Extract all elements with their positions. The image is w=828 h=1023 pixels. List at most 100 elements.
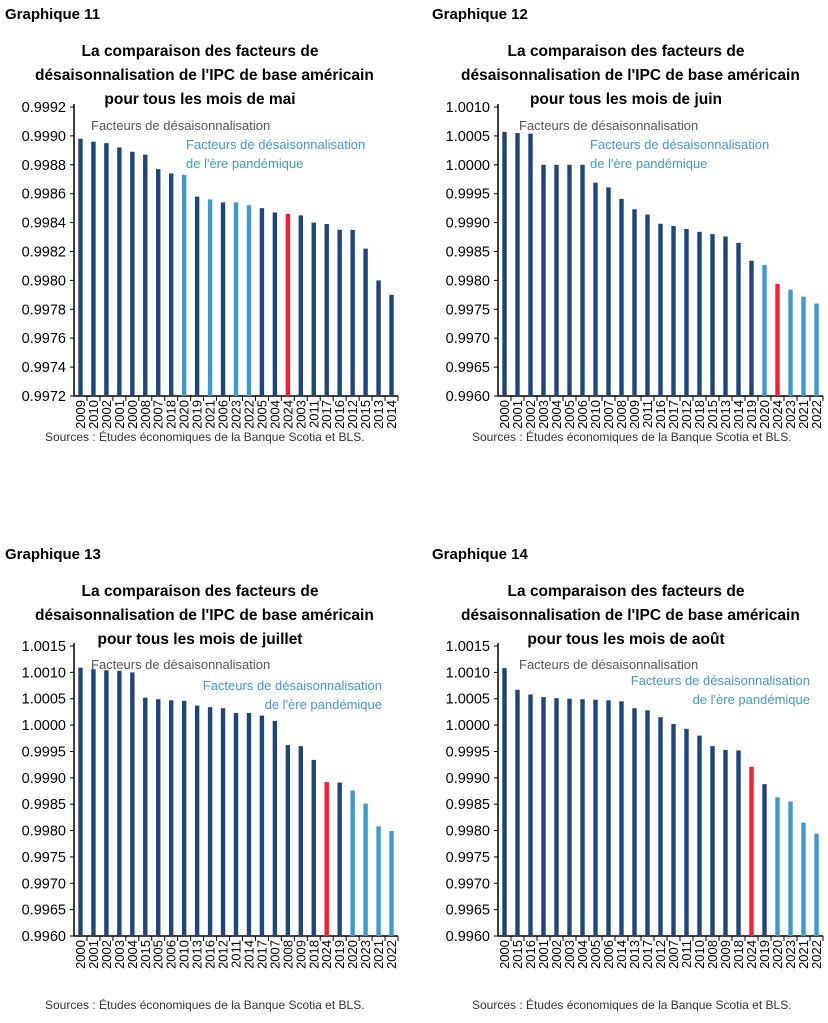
bar-2005 — [593, 699, 598, 936]
x-tick-label: 2012 — [216, 940, 231, 969]
y-tick-label: 1.0005 — [446, 129, 490, 145]
x-tick-label: 2009 — [718, 940, 733, 969]
bar-2013 — [723, 236, 728, 396]
bar-2006 — [606, 700, 611, 936]
bar-2013 — [194, 705, 200, 936]
chart-12-title-line: pour tous les mois de juin — [529, 91, 723, 108]
x-tick-label: 2004 — [267, 400, 282, 429]
x-tick-label: 2002 — [99, 400, 114, 429]
x-tick-label: 2020 — [345, 940, 360, 969]
chart-12-source: Sources : Études économiques de la Banqu… — [472, 430, 792, 444]
bar-2021 — [376, 826, 381, 936]
x-tick-label: 2004 — [125, 940, 140, 969]
y-tick-label: 1.0005 — [446, 692, 490, 708]
y-tick-label: 0.9982 — [22, 245, 66, 261]
chart-12-legend-pandemic: Facteurs de désaisonnalisation de l'ère … — [590, 135, 769, 173]
chart-12-title: La comparaison des facteurs de désaisonn… — [461, 40, 800, 112]
chart-13-legend-regular: Facteurs de désaisonnalisation — [91, 657, 271, 672]
bar-2021 — [801, 822, 806, 936]
x-tick-label: 2014 — [614, 940, 629, 969]
chart-13-legend-pandemic: Facteurs de désaisonnalisation de l'ère … — [182, 676, 382, 714]
y-tick-label: 0.9990 — [22, 771, 66, 787]
bar-2006 — [220, 202, 226, 396]
x-tick-label: 2013 — [627, 940, 642, 969]
y-tick-label: 1.0000 — [446, 158, 490, 174]
legend-line: de l'ère pandémique — [186, 156, 304, 171]
bar-2002 — [528, 133, 533, 396]
chart-14-title-line: pour tous les mois de août — [527, 631, 725, 648]
legend-line: de l'ère pandémique — [590, 156, 708, 171]
x-tick-label: 2002 — [99, 940, 114, 969]
x-tick-label: 2019 — [332, 940, 347, 969]
chart-12-title-line: La comparaison des facteurs de — [507, 43, 745, 60]
y-tick-label: 0.9995 — [446, 187, 490, 203]
bar-2007 — [606, 187, 611, 396]
bar-2008 — [710, 746, 715, 936]
y-tick-label: 0.9978 — [22, 302, 66, 318]
x-tick-label: 2017 — [319, 400, 334, 429]
x-tick-label: 2008 — [138, 400, 153, 429]
bar-2009 — [298, 746, 303, 936]
bar-2004 — [130, 672, 135, 936]
y-tick-label: 0.9980 — [446, 273, 490, 289]
y-tick-label: 0.9990 — [22, 129, 66, 145]
x-tick-label: 2016 — [653, 400, 668, 429]
x-tick-label: 2007 — [666, 940, 681, 969]
bar-2010 — [593, 182, 598, 396]
chart-14-title: La comparaison des facteurs de désaisonn… — [461, 580, 800, 652]
x-tick-label: 2016 — [523, 940, 538, 969]
chart-11-legend-pandemic: Facteurs de désaisonnalisation de l'ère … — [186, 135, 365, 173]
bar-2002 — [554, 698, 559, 936]
y-tick-label: 0.9985 — [446, 245, 490, 261]
x-tick-label: 2023 — [783, 940, 798, 969]
x-tick-label: 2000 — [125, 400, 140, 429]
x-tick-label: 2016 — [332, 400, 347, 429]
x-tick-label: 2016 — [203, 940, 218, 969]
bar-2010 — [697, 735, 702, 936]
y-tick-label: 0.9990 — [446, 216, 490, 232]
bar-2004 — [554, 164, 559, 396]
x-tick-label: 2020 — [757, 400, 772, 429]
bar-2001 — [117, 147, 122, 396]
y-tick-label: 0.9975 — [446, 302, 490, 318]
x-tick-label: 2015 — [510, 940, 525, 969]
y-tick-label: 0.9960 — [446, 929, 490, 945]
y-tick-label: 0.9974 — [22, 360, 66, 376]
bar-2018 — [311, 759, 316, 936]
y-tick-label: 0.9965 — [446, 903, 490, 919]
x-tick-label: 2024 — [744, 940, 759, 969]
x-tick-label: 2022 — [809, 940, 824, 969]
chart-12-title-line: désaisonnalisation de l'IPC de base amér… — [461, 67, 800, 84]
y-tick-label: 0.9980 — [446, 824, 490, 840]
bar-2008 — [619, 198, 624, 396]
x-tick-label: 2004 — [549, 400, 564, 429]
x-tick-label: 2008 — [614, 400, 629, 429]
bar-2011 — [645, 214, 650, 396]
x-tick-label: 2003 — [562, 940, 577, 969]
bar-2019 — [337, 782, 342, 936]
x-tick-label: 2013 — [371, 400, 386, 429]
x-tick-label: 2012 — [653, 940, 668, 969]
x-tick-label: 2005 — [562, 400, 577, 429]
x-tick-label: 2017 — [254, 940, 269, 969]
x-tick-label: 2007 — [267, 940, 282, 969]
bar-2012 — [350, 229, 355, 396]
bar-2023 — [363, 803, 368, 936]
chart-13-title-line: pour tous les mois de juillet — [97, 631, 303, 648]
bar-2013 — [632, 708, 637, 936]
bar-2011 — [684, 728, 689, 936]
x-tick-label: 2019 — [744, 400, 759, 429]
bar-2017 — [259, 715, 265, 936]
bar-2024 — [285, 213, 291, 396]
bar-2003 — [541, 164, 546, 396]
chart-11-title-line: désaisonnalisation de l'IPC de base amér… — [35, 67, 374, 84]
y-tick-label: 1.0010 — [446, 665, 490, 681]
y-tick-label: 0.9965 — [446, 360, 490, 376]
y-tick-label: 0.9980 — [22, 824, 66, 840]
y-tick-label: 0.9970 — [446, 331, 490, 347]
bar-2011 — [311, 222, 316, 396]
bar-2022 — [389, 831, 394, 936]
bar-2016 — [658, 223, 663, 396]
y-tick-label: 1.0015 — [22, 639, 66, 655]
x-tick-label: 2010 — [177, 940, 192, 969]
